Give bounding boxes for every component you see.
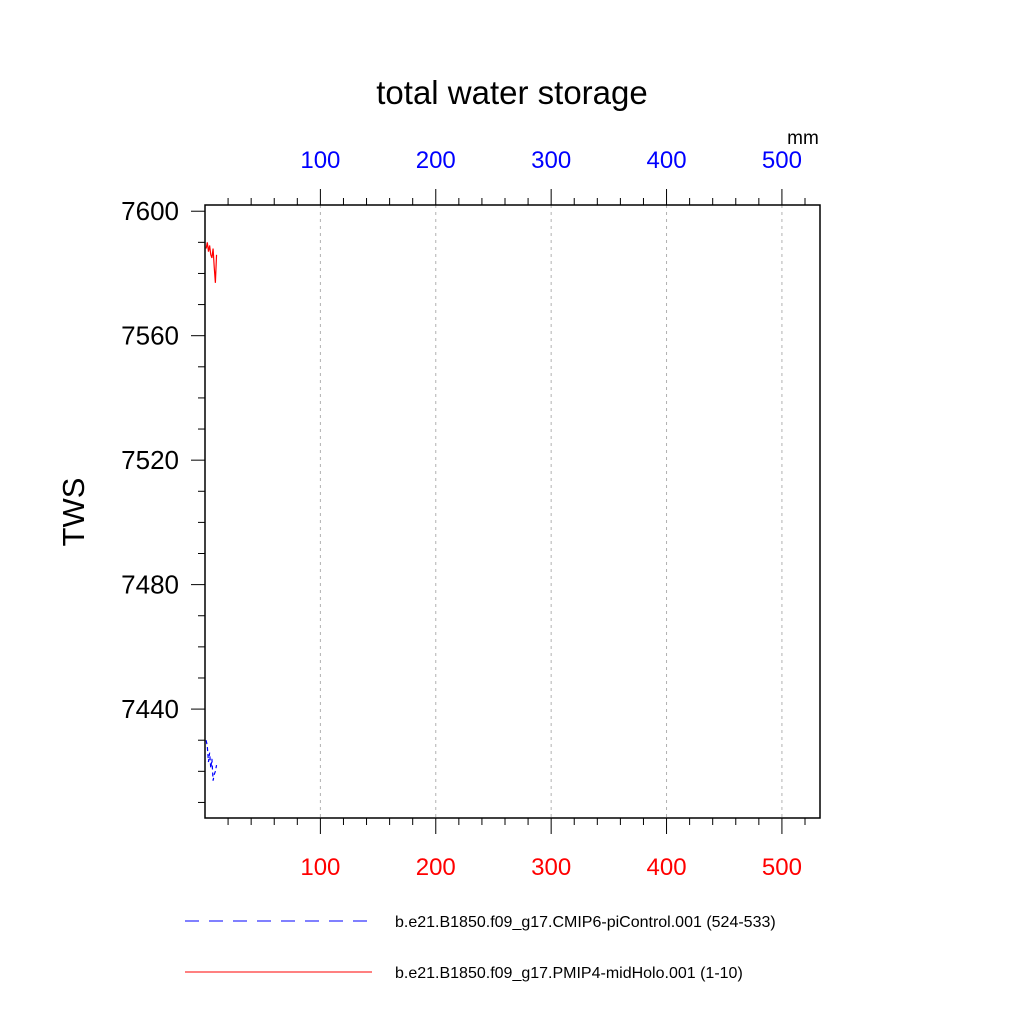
grid-lines [319,205,783,818]
legend-label-2: b.e21.B1850.f09_g17.PMIP4-midHolo.001 (1… [395,965,743,982]
y-tick-labels: 7600 7560 7520 7480 7440 [121,196,179,724]
top-axis-units: mm [787,128,819,149]
y-tick-label-7600: 7600 [121,196,179,226]
plot-frame [204,204,821,819]
bottom-x-tick-labels: 100 200 300 400 500 [300,854,802,881]
legend-label-1: b.e21.B1850.f09_g17.CMIP6-piControl.001 … [395,914,776,931]
bottom-x-tick-label-400: 400 [647,854,687,881]
bottom-x-tick-label-300: 300 [531,854,571,881]
series-line-2 [205,242,218,283]
top-x-tick-label-500: 500 [762,147,802,174]
bottom-x-tick-label-200: 200 [416,854,456,881]
y-tick-label-7440: 7440 [121,694,179,724]
legend: b.e21.B1850.f09_g17.CMIP6-piControl.001 … [185,914,776,982]
bottom-x-tick-label-500: 500 [762,854,802,881]
bottom-x-tick-label-100: 100 [300,854,340,881]
axis-ticks [191,189,806,834]
top-x-tick-label-100: 100 [300,147,340,174]
chart-title: total water storage [376,74,647,111]
y-tick-label-7520: 7520 [121,445,179,475]
y-tick-label-7480: 7480 [121,570,179,600]
top-x-tick-label-200: 200 [416,147,456,174]
y-tick-label-7560: 7560 [121,321,179,351]
series-line-1 [205,740,218,781]
top-x-tick-label-300: 300 [531,147,571,174]
series-lines [205,242,218,781]
top-x-tick-labels: 100 200 300 400 500 [300,147,802,174]
top-x-tick-label-400: 400 [647,147,687,174]
y-axis-label: TWS [56,478,91,547]
